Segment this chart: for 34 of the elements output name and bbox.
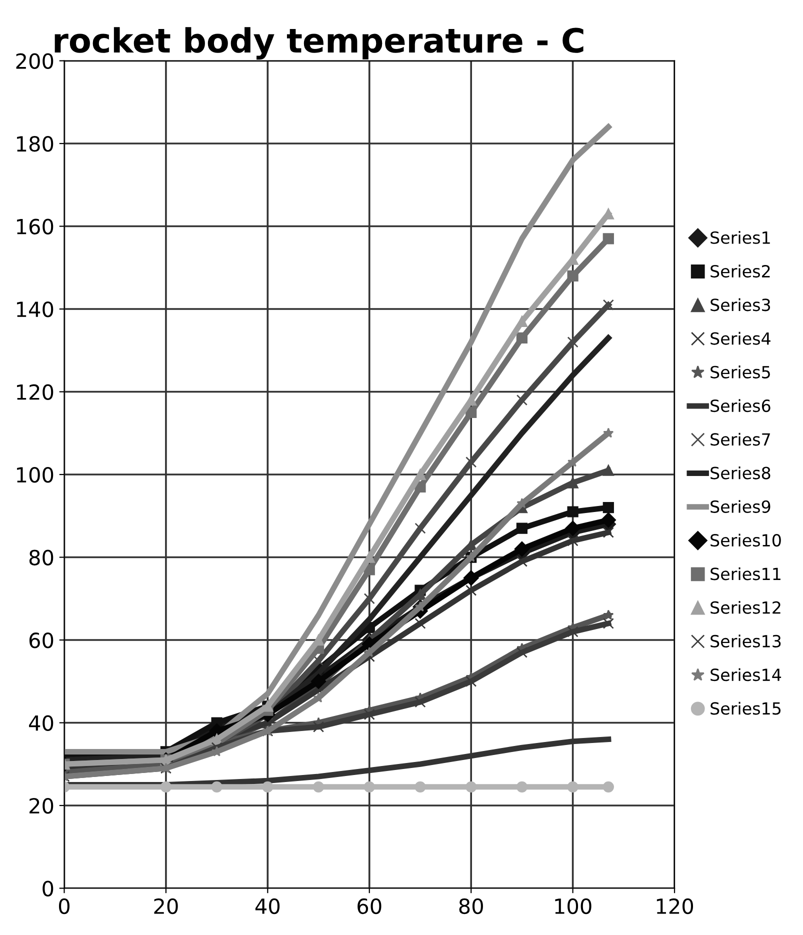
legend-label: Series4 bbox=[710, 332, 770, 345]
y-tick-label: 80 bbox=[29, 550, 54, 566]
y-tick-label: 60 bbox=[29, 632, 54, 648]
legend-label: Series7 bbox=[710, 432, 770, 446]
legend-label: Series6 bbox=[710, 399, 770, 412]
y-tick-label: 140 bbox=[17, 301, 54, 318]
legend-label: Series12 bbox=[710, 600, 780, 614]
x-tick-label: 100 bbox=[555, 898, 592, 914]
legend-label: Series10 bbox=[710, 534, 781, 547]
x-tick-label: 120 bbox=[656, 898, 694, 914]
x-tick-label: 80 bbox=[459, 898, 483, 914]
x-tick-label: 0 bbox=[58, 898, 70, 914]
legend-label: Series11 bbox=[710, 567, 780, 580]
legend-label: Series1 bbox=[710, 231, 770, 244]
y-tick-label: 180 bbox=[17, 136, 54, 152]
y-tick-label: 40 bbox=[29, 715, 54, 731]
legend-label: Series14 bbox=[710, 668, 782, 682]
legend-label: Series5 bbox=[710, 366, 770, 378]
chart-title: rocket body temperature - C bbox=[54, 27, 584, 60]
legend-label: Series3 bbox=[710, 298, 770, 312]
y-tick-label: 100 bbox=[17, 466, 54, 483]
y-tick-label: 160 bbox=[17, 218, 54, 234]
y-tick-label: 120 bbox=[17, 384, 54, 400]
x-tick-label: 20 bbox=[154, 898, 178, 914]
legend-label: Series9 bbox=[710, 500, 770, 513]
legend-label: Series13 bbox=[710, 634, 781, 648]
legend-label: Series2 bbox=[710, 264, 770, 278]
y-tick-label: 200 bbox=[16, 53, 54, 69]
y-tick-label: 20 bbox=[30, 798, 54, 814]
y-tick-label: 0 bbox=[42, 880, 54, 896]
x-tick-label: 60 bbox=[358, 898, 382, 914]
x-tick-label: 40 bbox=[255, 898, 280, 914]
legend-label: Series8 bbox=[710, 466, 770, 480]
legend-label: Series15 bbox=[710, 702, 781, 715]
